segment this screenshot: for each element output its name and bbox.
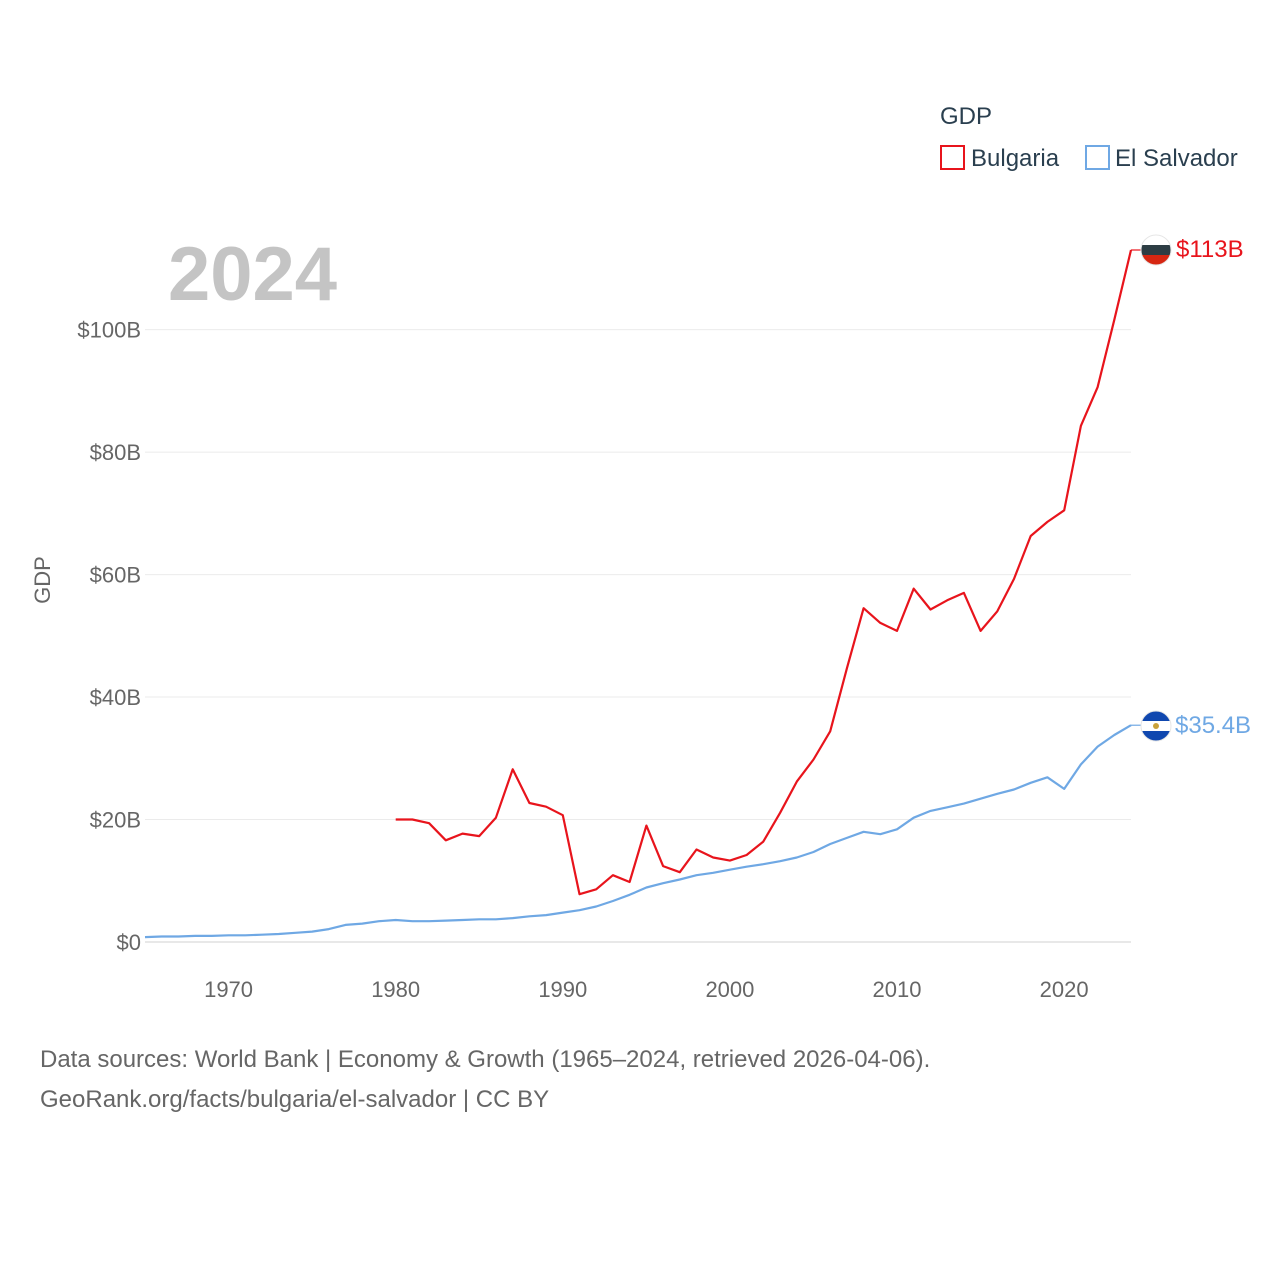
bulgaria-end-label: $113B — [1176, 236, 1244, 263]
y-tick-label: $20B — [90, 808, 141, 833]
y-tick-label: $100B — [77, 318, 141, 343]
x-tick-label: 2000 — [705, 977, 754, 1002]
year-label: 2024 — [168, 232, 337, 317]
x-tick-label: 2020 — [1040, 977, 1089, 1002]
legend-swatch-bulgaria[interactable] — [940, 145, 965, 170]
source-line-2[interactable]: GeoRank.org/facts/bulgaria/el-salvador |… — [40, 1086, 550, 1113]
legend-label-bulgaria[interactable]: Bulgaria — [971, 145, 1060, 172]
el-salvador-end-label: $35.4B — [1175, 712, 1251, 739]
y-tick-label: $60B — [90, 563, 141, 588]
y-tick-label: $80B — [90, 440, 141, 465]
source-line-1: Data sources: World Bank | Economy & Gro… — [40, 1046, 931, 1073]
x-tick-label: 1970 — [204, 977, 253, 1002]
series-line-bulgaria[interactable] — [395, 249, 1133, 896]
y-axis-ticks: $0 $20B $40B $60B $80B $100B — [77, 318, 141, 955]
grid-lines — [145, 329, 1131, 943]
y-tick-label: $40B — [90, 685, 141, 710]
legend-title: GDP — [940, 103, 992, 130]
y-tick-label: $0 — [117, 930, 141, 955]
legend-swatch-el-salvador[interactable] — [1085, 145, 1110, 170]
y-axis-title: GDP — [30, 556, 55, 604]
series-lines — [144, 249, 1141, 939]
series-line-el-salvador[interactable] — [144, 724, 1132, 939]
x-axis-ticks: 1970 1980 1990 2000 2010 2020 — [204, 977, 1089, 1002]
x-tick-label: 2010 — [873, 977, 922, 1002]
el-salvador-flag-icon — [1141, 711, 1171, 741]
bulgaria-flag-icon — [1141, 235, 1171, 265]
legend[interactable]: GDP Bulgaria El Salvador — [940, 103, 1238, 172]
x-tick-label: 1980 — [371, 977, 420, 1002]
legend-label-el-salvador[interactable]: El Salvador — [1115, 145, 1238, 172]
source-note: Data sources: World Bank | Economy & Gro… — [40, 1040, 930, 1120]
x-tick-label: 1990 — [538, 977, 587, 1002]
